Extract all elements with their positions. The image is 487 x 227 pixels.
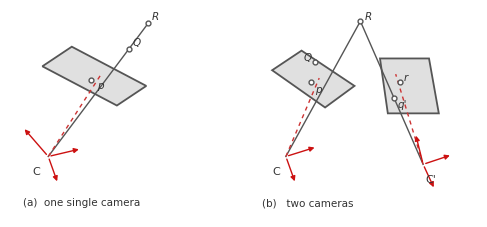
Text: p: p (97, 81, 104, 91)
Text: Q: Q (303, 53, 312, 63)
Polygon shape (380, 59, 439, 114)
Text: R: R (364, 12, 372, 22)
Text: q': q' (397, 100, 407, 110)
Text: (a)  one single camera: (a) one single camera (23, 198, 140, 207)
Polygon shape (42, 47, 146, 106)
Text: p: p (315, 84, 322, 94)
Text: (b)   two cameras: (b) two cameras (262, 198, 354, 207)
Text: C: C (272, 166, 280, 176)
Text: r: r (404, 73, 408, 83)
Text: C': C' (425, 174, 436, 184)
Text: Q: Q (132, 38, 141, 47)
Polygon shape (272, 51, 355, 108)
Text: R: R (152, 12, 159, 22)
Text: C: C (33, 166, 40, 176)
